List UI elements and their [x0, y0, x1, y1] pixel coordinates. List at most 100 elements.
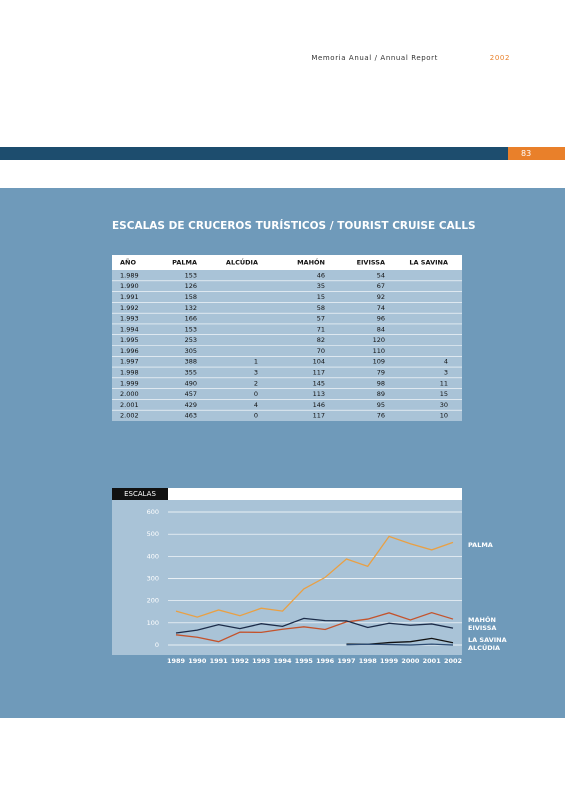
y-tick-label: 100: [147, 619, 159, 627]
y-tick-label: 200: [147, 597, 159, 605]
series-line: [346, 643, 454, 646]
x-tick-label: 1997: [337, 657, 355, 665]
table-cell: 109: [373, 358, 385, 366]
table-cell: 79: [377, 368, 385, 376]
table-cell: 3: [254, 368, 258, 376]
table-cell: 2.001: [120, 401, 139, 409]
table-cell: 355: [185, 368, 197, 376]
section-title: ESCALAS DE CRUCEROS TURÍSTICOS / TOURIST…: [112, 219, 476, 232]
table-cell: 84: [377, 325, 385, 333]
table-cell: 146: [313, 401, 325, 409]
x-tick-label: 1990: [188, 657, 207, 665]
x-tick-label: 1989: [167, 657, 186, 665]
chart-header: [168, 488, 462, 500]
series-label: EIVISSA: [468, 624, 496, 632]
table-cell: 3: [444, 368, 448, 376]
table-cell: 153: [185, 325, 197, 333]
table-cell: 117: [313, 368, 325, 376]
table-cell: 1.992: [120, 304, 139, 312]
y-tick-label: 600: [147, 508, 159, 516]
table-cell: 145: [313, 379, 325, 387]
table-cell: 158: [185, 293, 197, 301]
x-tick-label: 1999: [380, 657, 399, 665]
table-cell: 4: [444, 358, 448, 366]
x-tick-label: 2002: [444, 657, 462, 665]
table-cell: 74: [377, 304, 385, 312]
table-cell: 58: [317, 304, 325, 312]
series-line: [175, 611, 454, 643]
series-label: PALMA: [468, 541, 493, 549]
table-cell: 30: [440, 401, 448, 409]
table-cell: 429: [185, 401, 197, 409]
page-box: [508, 147, 565, 160]
table-cell: 89: [377, 390, 385, 398]
table-cell: 388: [185, 358, 197, 366]
table-cell: 0: [254, 390, 258, 398]
table-cell: 463: [185, 412, 197, 420]
table-cell: 46: [317, 271, 325, 279]
x-tick-label: 1992: [231, 657, 249, 665]
table-cell: 82: [317, 336, 325, 344]
x-tick-label: 2000: [401, 657, 420, 665]
table-cell: 95: [377, 401, 385, 409]
series-label: MAHÓN: [468, 615, 496, 624]
table-cell: 1.997: [120, 358, 139, 366]
table-cell: 1.993: [120, 315, 139, 323]
table-cell: 1.998: [120, 368, 139, 376]
table-cell: 1.995: [120, 336, 139, 344]
table-cell: 71: [317, 325, 325, 333]
table-cell: 117: [313, 412, 325, 420]
table-cell: 1.996: [120, 347, 139, 355]
table-cell: 110: [373, 347, 385, 355]
header-title: Memoria Anual / Annual Report: [311, 54, 438, 62]
table-cell: 35: [317, 282, 325, 290]
table-cell: 1.994: [120, 325, 139, 333]
table-header: [112, 255, 462, 270]
table-cell: 76: [377, 412, 385, 420]
column-header: LA SAVINA: [409, 259, 448, 267]
x-tick-label: 1993: [252, 657, 270, 665]
table-cell: 1.999: [120, 379, 139, 387]
page-number: 83: [521, 149, 531, 158]
column-header: PALMA: [172, 259, 197, 267]
table-cell: 57: [317, 315, 325, 323]
band: [0, 147, 508, 160]
column-header: MAHÓN: [297, 258, 325, 267]
table-cell: 98: [377, 379, 385, 387]
table-cell: 104: [313, 358, 325, 366]
table-cell: 1.991: [120, 293, 139, 301]
y-tick-label: 400: [147, 552, 159, 560]
table-cell: 2: [254, 379, 258, 387]
chart-label-box: [112, 488, 168, 500]
x-tick-label: 1991: [210, 657, 229, 665]
series-label: LA SAVINA: [468, 636, 507, 644]
table-cell: 92: [377, 293, 385, 301]
table-cell: 305: [185, 347, 197, 355]
header-year: 2002: [490, 54, 510, 62]
table-cell: 15: [317, 293, 325, 301]
x-tick-label: 2001: [423, 657, 442, 665]
column-header: EIVISSA: [357, 259, 385, 267]
table-cell: 1.990: [120, 282, 139, 290]
table-cell: 457: [185, 390, 197, 398]
table-cell: 490: [185, 379, 197, 387]
table-cell: 132: [185, 304, 197, 312]
series-line: [175, 617, 454, 634]
table-cell: 120: [373, 336, 385, 344]
table-cell: 126: [185, 282, 197, 290]
series-label: ALCÚDIA: [468, 643, 500, 652]
table-cell: 96: [377, 315, 385, 323]
table-cell: 1.989: [120, 271, 139, 279]
y-tick-label: 0: [155, 641, 159, 649]
series-line: [175, 535, 454, 618]
table-cell: 11: [440, 379, 448, 387]
column-header: AÑO: [120, 258, 136, 267]
x-tick-label: 1998: [359, 657, 378, 665]
table-cell: 15: [440, 390, 448, 398]
table-cell: 10: [440, 412, 448, 420]
table-cell: 253: [185, 336, 197, 344]
plot-area: [112, 500, 462, 655]
table-cell: 0: [254, 412, 258, 420]
